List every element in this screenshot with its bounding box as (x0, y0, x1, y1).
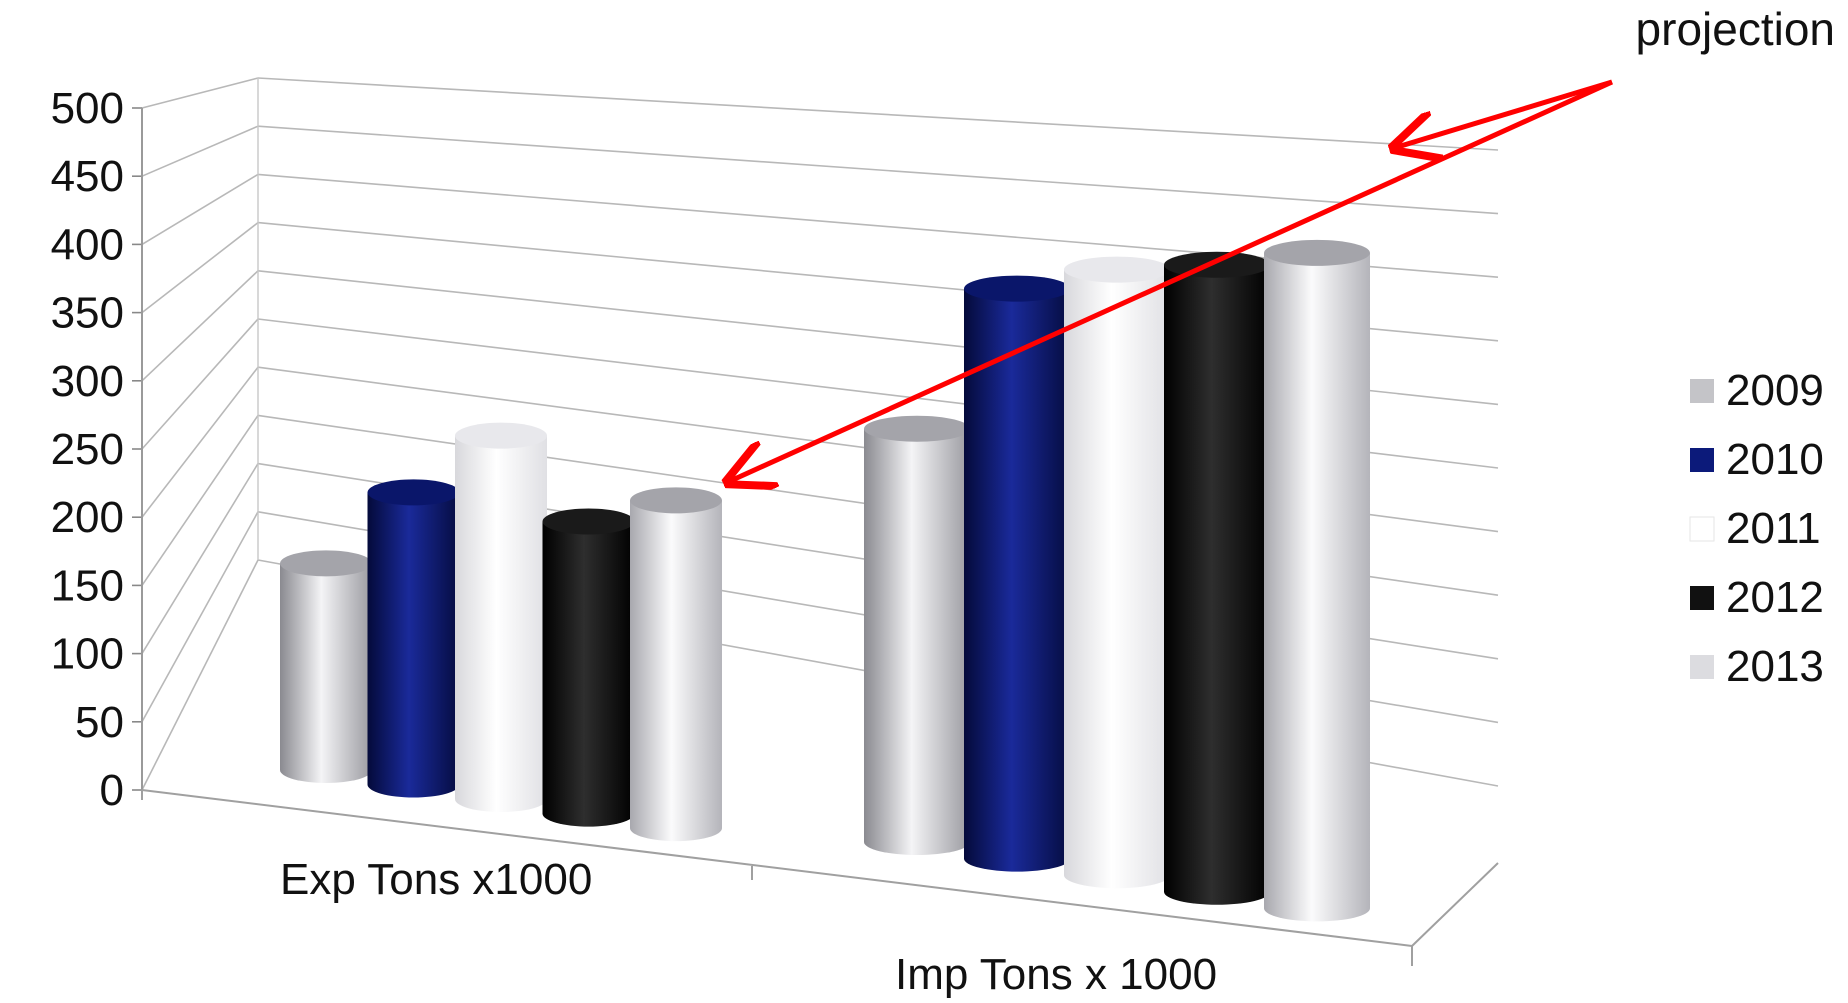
bar-2013 (1264, 252, 1370, 922)
bars (280, 239, 1370, 922)
bar-top (1164, 251, 1270, 278)
legend-label-2013: 2013 (1726, 642, 1824, 691)
y-tick-label: 100 (51, 630, 124, 679)
legend-swatch-2010 (1690, 448, 1714, 472)
arrow-to-imp-2013 (1394, 79, 1613, 148)
bar-2009 (864, 428, 970, 855)
bar-top (280, 550, 372, 577)
legend-label-2009: 2009 (1726, 366, 1824, 415)
legend-label-2011: 2011 (1726, 504, 1821, 553)
y-tick-label: 300 (51, 357, 124, 406)
bar-2011 (1064, 269, 1170, 889)
y-tick-label: 400 (51, 220, 124, 269)
bar-top (542, 508, 635, 535)
y-axis-ticks: 0 50 100 150 200 250 300 350 400 450 500 (51, 84, 124, 815)
bar-top (964, 275, 1070, 302)
bar-top (630, 487, 722, 514)
bar-group (864, 239, 1370, 922)
y-tick-label: 350 (51, 289, 124, 338)
legend-swatch-2009 (1690, 379, 1714, 403)
legend-label-2010: 2010 (1726, 435, 1824, 484)
bar-top (367, 479, 460, 506)
bar-top (1064, 256, 1170, 283)
bar-2013 (630, 500, 722, 842)
bar-top (455, 422, 547, 449)
bar-2012 (542, 521, 635, 827)
bar-2011 (455, 435, 547, 813)
y-tick-label: 500 (51, 84, 124, 133)
bar-top (1264, 239, 1370, 266)
x-axis-categories: Exp Tons x1000 Imp Tons x 1000 (280, 855, 1217, 999)
annotation-text: projection (1636, 3, 1835, 55)
legend-label-2012: 2012 (1726, 573, 1824, 622)
legend: 2009 2010 2011 2012 2013 (1689, 366, 1824, 691)
projection-annotation: projection (728, 3, 1835, 482)
bar-2009 (280, 563, 372, 783)
arrow-to-exp-2013 (728, 79, 1614, 482)
y-tick-label: 250 (51, 425, 124, 474)
bar-top (864, 415, 970, 442)
bar-2010 (367, 492, 460, 798)
y-tick-label: 50 (75, 698, 124, 747)
y-tick-label: 150 (51, 561, 124, 610)
y-tick-label: 0 (100, 766, 124, 815)
legend-swatch-2013 (1690, 655, 1714, 679)
category-label: Imp Tons x 1000 (895, 950, 1217, 999)
legend-swatch-2011 (1689, 516, 1715, 542)
y-tick-label: 200 (51, 493, 124, 542)
bar-2010 (964, 288, 1070, 872)
category-label: Exp Tons x1000 (280, 855, 592, 904)
bar-2012 (1164, 264, 1270, 905)
legend-swatch-2012 (1690, 586, 1714, 610)
y-tick-label: 450 (51, 152, 124, 201)
bar-group (280, 422, 722, 842)
